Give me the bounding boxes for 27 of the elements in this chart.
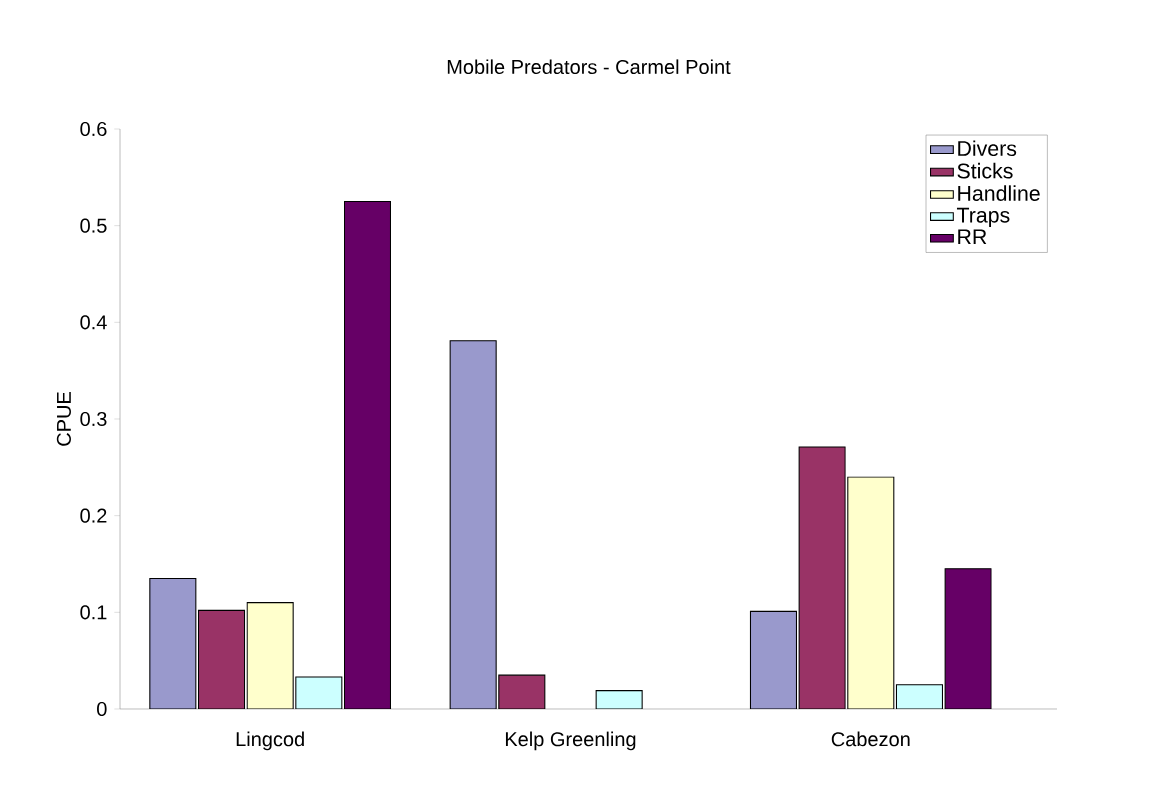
- bar: [246, 602, 294, 709]
- legend-label: RR: [958, 229, 987, 245]
- bar: [149, 577, 197, 709]
- bar: [295, 676, 343, 709]
- chart-title: Mobile Predators - Carmel Point: [447, 59, 731, 75]
- bar: [595, 690, 643, 709]
- bar: [847, 476, 895, 709]
- legend-label: Traps: [956, 207, 1010, 227]
- bar: [197, 609, 246, 709]
- y-tick-label: 0: [97, 701, 107, 717]
- y-tick-label: 0.2: [80, 508, 107, 523]
- y-tick-label: 0.6: [80, 121, 107, 137]
- legend-label: Divers: [958, 140, 1017, 157]
- bar: [895, 684, 944, 709]
- y-axis-title: CPUE: [56, 392, 71, 446]
- x-tick-label: Lingcod: [236, 731, 304, 751]
- legend-label: Sticks: [957, 162, 1013, 179]
- x-tick-label: Kelp Greenling: [505, 731, 636, 751]
- bar: [798, 446, 846, 709]
- x-tick-label: Cabezon: [831, 731, 910, 747]
- y-tick-label: 0.3: [80, 411, 107, 427]
- y-tick-label: 0.4: [80, 315, 107, 330]
- bar: [498, 674, 546, 709]
- bar: [343, 200, 392, 709]
- y-tick-label: 0.5: [80, 218, 107, 233]
- y-tick-label: 0.1: [80, 605, 107, 620]
- legend-label: Handline: [958, 185, 1040, 201]
